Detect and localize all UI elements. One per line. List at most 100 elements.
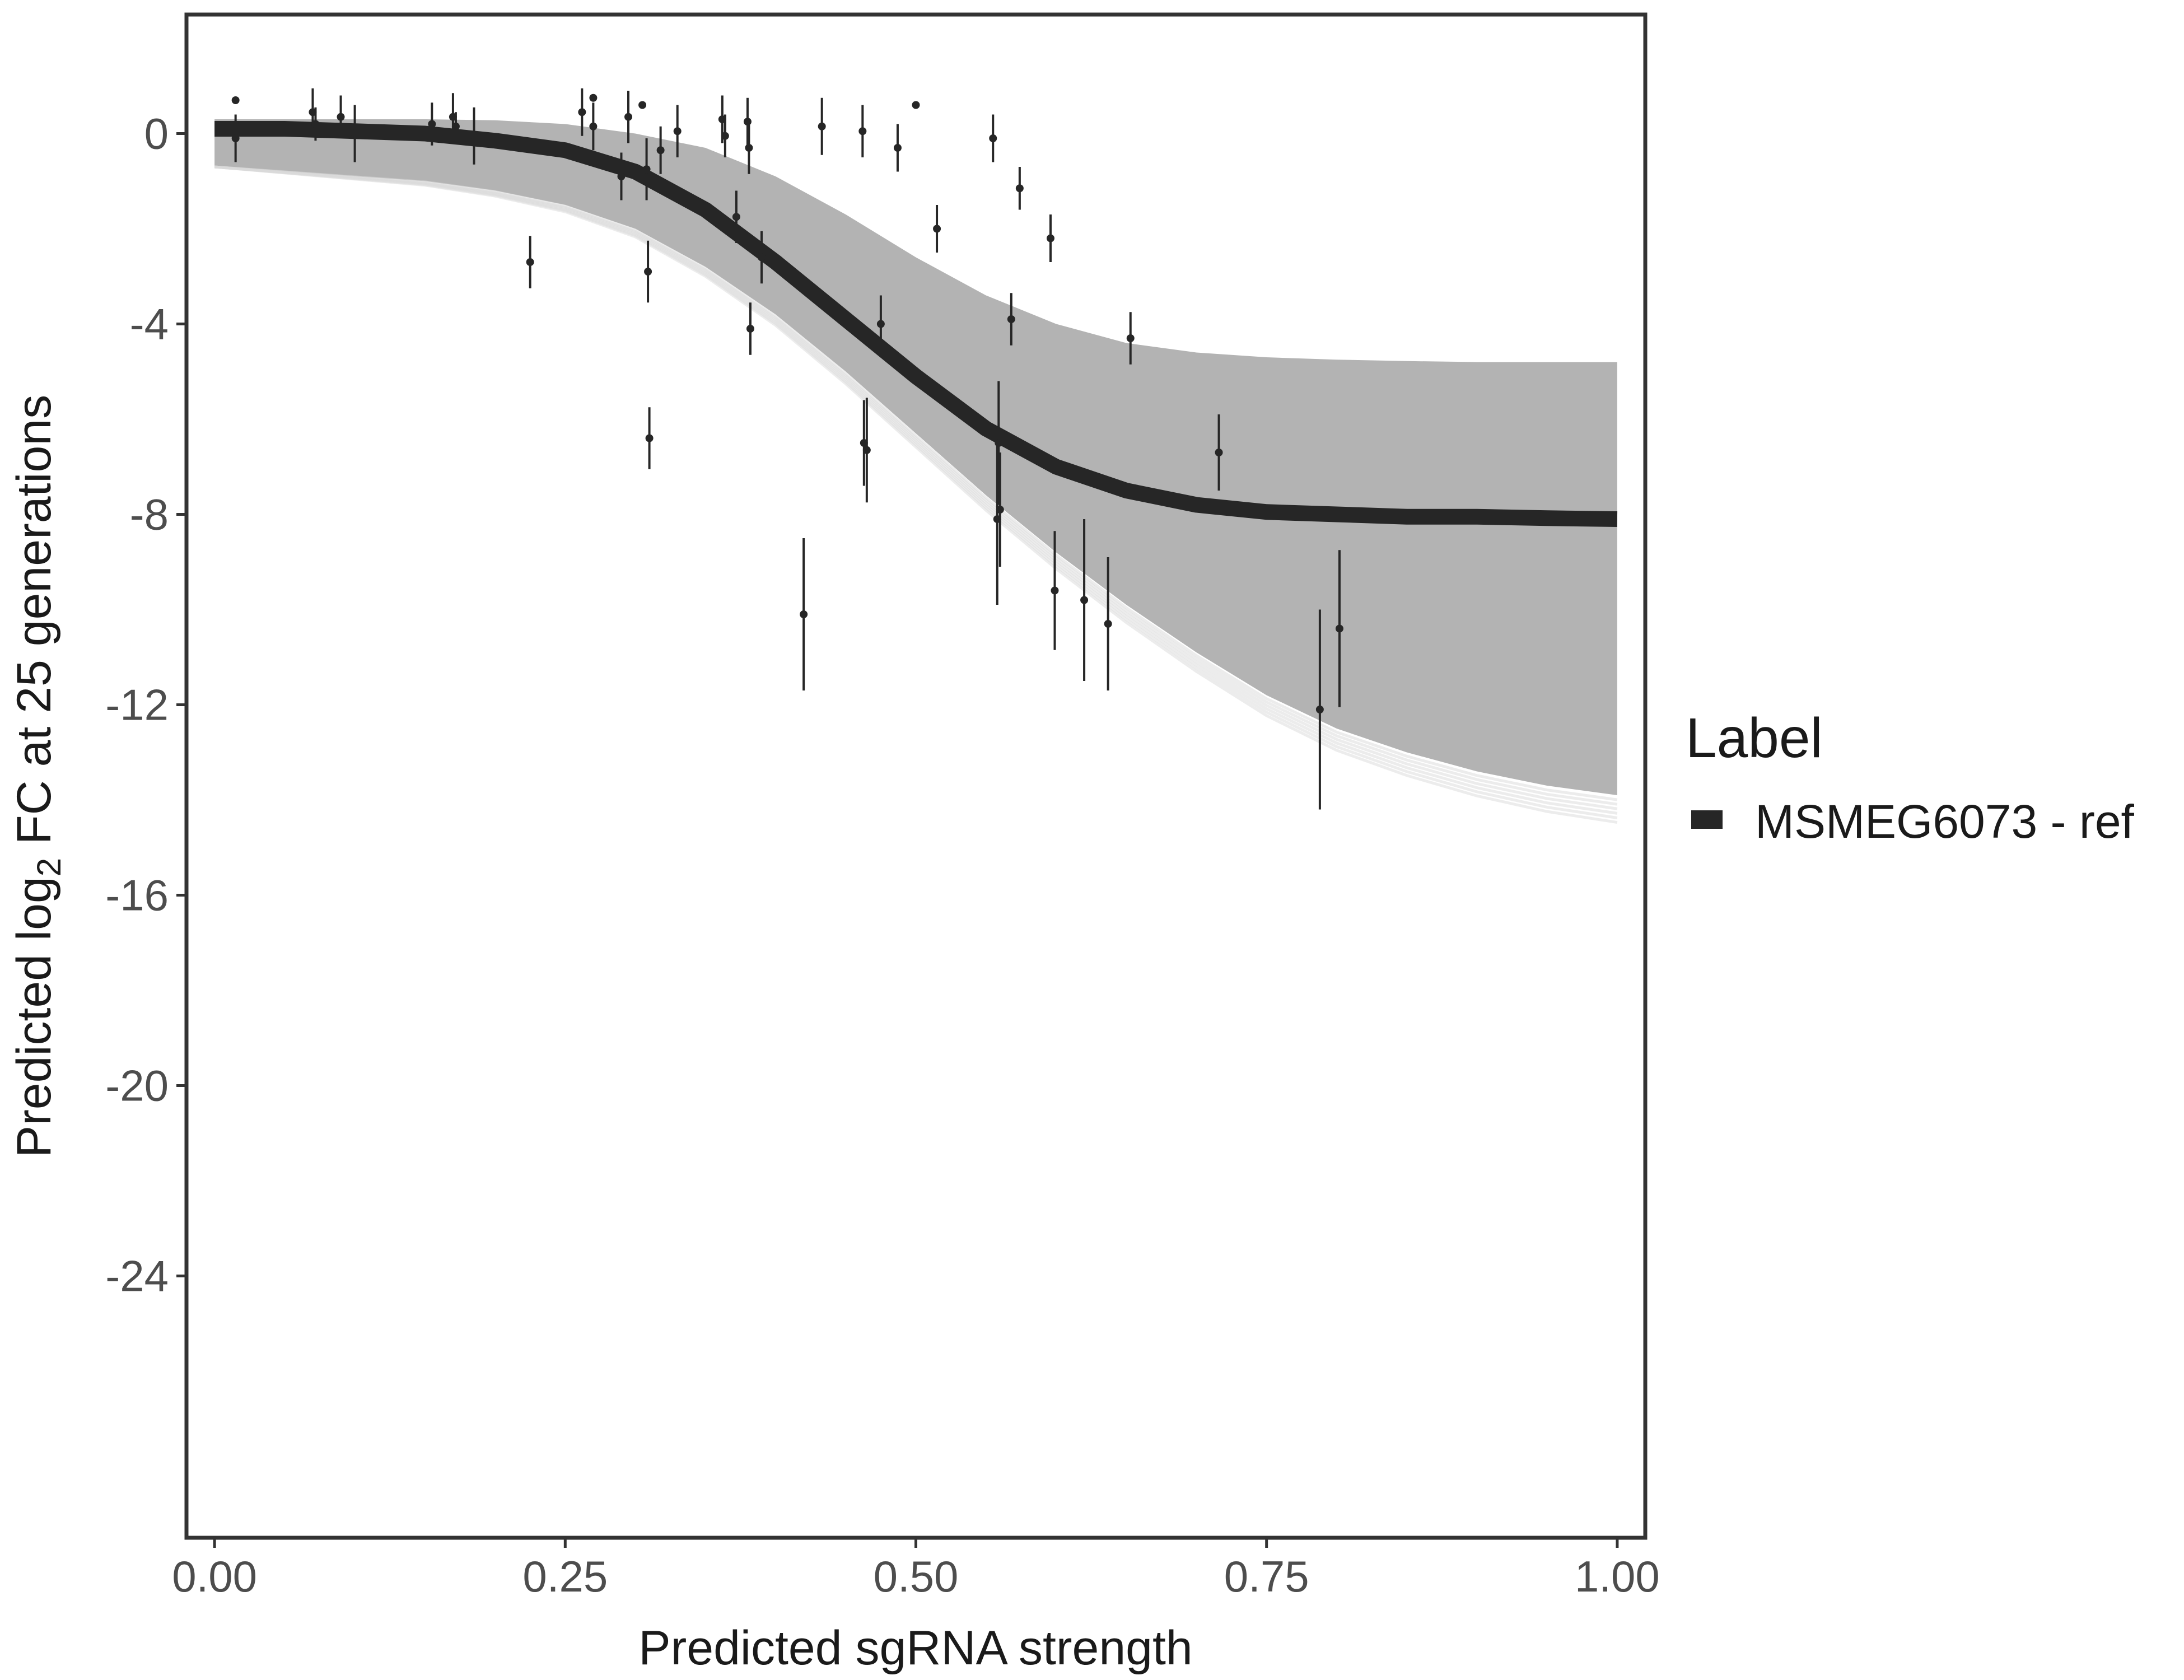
point-marker <box>893 144 902 152</box>
data-point <box>311 107 320 141</box>
point-marker <box>876 320 885 328</box>
y-tick-label: -12 <box>105 680 169 730</box>
point-marker <box>624 113 633 121</box>
data-point <box>589 94 598 102</box>
x-tick-label: 0.75 <box>1224 1552 1309 1601</box>
data-point <box>642 138 651 200</box>
y-tick-label: -20 <box>105 1061 169 1110</box>
data-point <box>589 102 598 151</box>
legend-title: Label <box>1686 707 1823 769</box>
point-marker <box>1080 596 1089 604</box>
y-tick-label: 0 <box>144 109 169 158</box>
point-marker <box>231 134 240 142</box>
data-point <box>526 236 534 288</box>
point-marker <box>451 122 460 130</box>
data-point <box>757 231 766 284</box>
y-tick-label: -24 <box>105 1252 169 1301</box>
data-point <box>673 105 682 157</box>
data-point <box>231 114 240 162</box>
data-point <box>578 88 586 136</box>
data-point <box>800 538 808 690</box>
x-tick-label: 0.50 <box>874 1552 959 1601</box>
point-marker <box>526 258 534 266</box>
x-axis: 0.00 0.25 0.50 0.75 1.00 <box>172 1538 1660 1601</box>
data-point <box>644 240 652 303</box>
point-marker <box>757 253 766 262</box>
legend: Label MSMEG6073 - ref <box>1686 707 2135 848</box>
data-point <box>721 114 729 157</box>
posterior-band-group <box>214 119 1618 824</box>
point-marker <box>996 506 1004 514</box>
x-tick-label: 0.25 <box>522 1552 608 1601</box>
point-marker <box>818 122 826 130</box>
point-marker <box>656 146 665 155</box>
point-marker <box>1104 620 1112 628</box>
y-tick-label: -4 <box>130 300 169 349</box>
point-marker <box>858 127 867 136</box>
data-point <box>858 105 867 157</box>
point-marker <box>642 165 651 174</box>
point-marker <box>721 132 729 140</box>
data-point <box>996 452 1004 567</box>
point-marker <box>1007 315 1015 323</box>
data-point <box>732 190 740 243</box>
x-axis-title: Predicted sgRNA strength <box>638 1621 1193 1675</box>
point-marker <box>589 122 598 130</box>
data-point <box>989 114 997 162</box>
point-marker <box>470 132 478 140</box>
point-marker <box>989 134 997 142</box>
fit-curve-group <box>214 121 1618 527</box>
data-point <box>862 398 871 503</box>
x-tick-label: 1.00 <box>1575 1552 1660 1601</box>
data-point <box>617 152 626 200</box>
data-point <box>428 102 436 146</box>
data-point <box>1015 167 1024 210</box>
point-marker <box>231 96 240 104</box>
point-marker <box>617 172 626 180</box>
fit-curve-line <box>214 121 1618 527</box>
point-marker <box>578 108 586 116</box>
data-point <box>451 112 460 141</box>
data-point <box>876 295 885 353</box>
data-point <box>1126 312 1135 365</box>
data-point <box>470 107 478 165</box>
data-point <box>1215 414 1223 491</box>
y-axis-title-subscript: 2 <box>30 858 68 876</box>
data-point <box>638 101 647 109</box>
point-marker <box>311 120 320 128</box>
y-axis: 0 -4 -8 -12 -16 -20 -24 <box>105 109 186 1301</box>
data-point <box>1080 519 1089 681</box>
x-tick-label: 0.00 <box>172 1552 257 1601</box>
point-marker <box>1126 334 1135 342</box>
point-marker <box>1046 234 1054 242</box>
point-marker <box>1051 586 1059 595</box>
point-marker <box>589 94 598 102</box>
data-point <box>337 95 345 138</box>
data-point <box>745 122 753 174</box>
data-point <box>818 97 826 155</box>
point-marker <box>673 127 682 136</box>
data-point <box>645 407 654 469</box>
y-axis-title-prefix: Predicted log <box>7 876 61 1158</box>
data-point <box>746 302 754 355</box>
data-point <box>351 105 359 162</box>
point-marker <box>862 446 871 454</box>
legend-key-swatch <box>1691 810 1723 829</box>
point-marker <box>800 610 808 618</box>
data-points-group <box>231 88 1343 810</box>
data-point <box>656 126 665 174</box>
data-point <box>231 96 240 104</box>
data-point <box>1315 609 1324 810</box>
point-marker <box>1215 449 1223 456</box>
point-marker <box>1335 624 1343 633</box>
data-point <box>1335 550 1343 707</box>
data-point <box>912 101 920 109</box>
point-marker <box>428 120 436 128</box>
point-marker <box>1315 706 1324 713</box>
y-tick-label: -8 <box>130 490 169 539</box>
point-marker <box>337 113 345 121</box>
y-tick-label: -16 <box>105 871 169 920</box>
point-marker <box>746 325 754 333</box>
